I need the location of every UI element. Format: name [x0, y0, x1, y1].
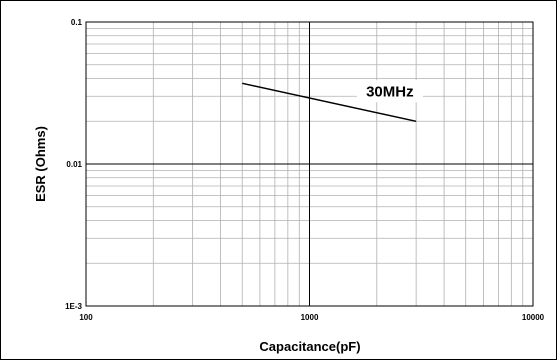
plot-area	[85, 21, 534, 307]
x-axis-title: Capacitance(pF)	[259, 339, 360, 354]
y-tick-label: 1E-3	[65, 302, 82, 311]
y-tick-label: 0.01	[66, 160, 82, 169]
x-tick-label: 1000	[301, 313, 319, 322]
x-tick-labels: 100 1000 10000	[79, 313, 544, 322]
x-tick-label: 100	[79, 313, 93, 322]
y-axis-title: ESR (Ohms)	[33, 126, 48, 202]
annotation-label: 30MHz	[366, 84, 414, 101]
series-line	[242, 82, 417, 123]
y-tick-labels: 0.1 0.01 1E-3	[65, 18, 82, 311]
grid	[85, 21, 534, 307]
series	[242, 82, 417, 123]
y-tick-label: 0.1	[71, 18, 83, 27]
x-tick-label: 10000	[522, 313, 545, 322]
annotation-background	[356, 80, 423, 103]
annotations: 30MHz	[356, 80, 423, 103]
